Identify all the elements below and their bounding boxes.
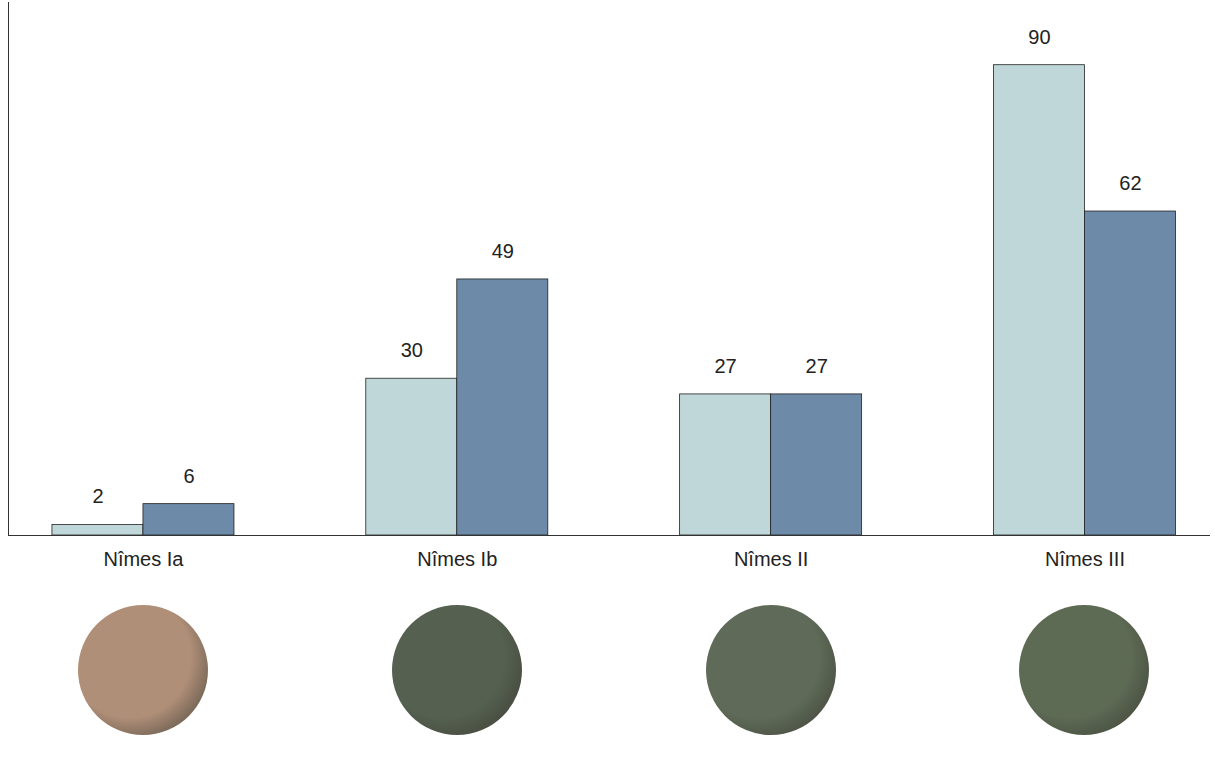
svg-text:30: 30	[401, 339, 423, 361]
svg-text:90: 90	[1028, 26, 1050, 48]
svg-text:Nîmes II: Nîmes II	[734, 548, 808, 570]
svg-text:27: 27	[714, 355, 736, 377]
svg-text:Nîmes III: Nîmes III	[1045, 548, 1125, 570]
svg-text:Nîmes Ib: Nîmes Ib	[417, 548, 497, 570]
svg-text:27: 27	[806, 355, 828, 377]
svg-text:6: 6	[183, 465, 194, 487]
svg-text:62: 62	[1119, 172, 1141, 194]
svg-text:49: 49	[492, 240, 514, 262]
svg-text:Nîmes Ia: Nîmes Ia	[103, 548, 184, 570]
svg-text:2: 2	[92, 485, 103, 507]
